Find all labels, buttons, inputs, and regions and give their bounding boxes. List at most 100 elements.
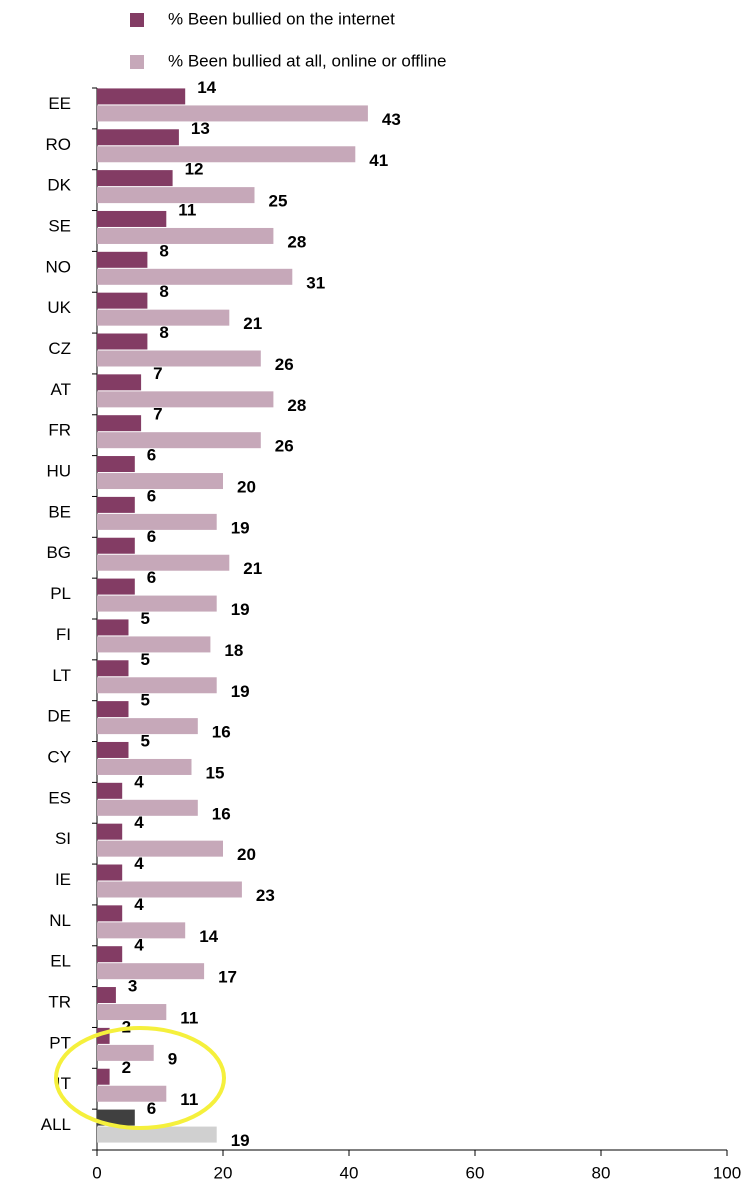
bar [97, 660, 129, 677]
bar [97, 922, 186, 939]
value-label: 11 [178, 200, 196, 219]
y-tick-label: SI [55, 829, 71, 848]
value-label: 2 [122, 1058, 131, 1077]
value-label: 4 [134, 772, 144, 791]
y-tick-label: NL [49, 911, 71, 930]
y-tick-label: TR [48, 993, 71, 1012]
y-tick-label: AT [51, 380, 71, 399]
bar [97, 718, 198, 735]
bar [97, 905, 123, 922]
value-label: 28 [287, 396, 306, 415]
bar [97, 946, 123, 963]
y-tick-label: FR [48, 421, 71, 440]
bar [97, 333, 148, 350]
bar [97, 799, 198, 816]
bar [97, 864, 123, 881]
bar [97, 1044, 154, 1061]
bar [97, 741, 129, 758]
bar [97, 210, 167, 227]
bar [97, 677, 217, 694]
bar [97, 595, 217, 612]
bar [97, 881, 242, 898]
y-tick-label: ALL [41, 1115, 71, 1134]
value-label: 5 [141, 609, 150, 628]
x-tick-label: 80 [592, 1163, 611, 1182]
value-label: 11 [180, 1090, 198, 1109]
y-tick-label: CY [47, 747, 71, 766]
value-label: 31 [306, 273, 325, 292]
value-label: 11 [180, 1009, 198, 1028]
value-label: 41 [369, 151, 388, 170]
value-label: 6 [147, 486, 156, 505]
value-label: 8 [159, 282, 168, 301]
value-label: 8 [159, 323, 168, 342]
bar [97, 350, 261, 367]
bar [97, 1085, 167, 1102]
legend-swatch [130, 55, 144, 69]
x-tick-label: 20 [214, 1163, 233, 1182]
value-label: 3 [128, 977, 137, 996]
y-tick-label: DE [47, 707, 71, 726]
bar [97, 227, 274, 244]
value-label: 5 [141, 731, 150, 750]
y-tick-label: RO [46, 135, 72, 154]
value-label: 6 [147, 527, 156, 546]
value-label: 12 [185, 160, 204, 179]
x-tick-label: 60 [466, 1163, 485, 1182]
value-label: 5 [141, 650, 150, 669]
bar [97, 823, 123, 840]
value-label: 18 [224, 641, 243, 660]
bar [97, 456, 135, 473]
y-tick-label: PT [49, 1033, 71, 1052]
value-label: 7 [153, 405, 162, 424]
bar [97, 496, 135, 513]
value-label: 28 [287, 232, 306, 251]
bar [97, 1004, 167, 1021]
bar [97, 537, 135, 554]
bar [97, 758, 192, 775]
value-label: 15 [206, 763, 225, 782]
bar [97, 292, 148, 309]
legend-label: % Been bullied on the internet [168, 9, 395, 28]
bar [97, 1109, 135, 1126]
value-label: 4 [134, 936, 144, 955]
value-label: 5 [141, 691, 150, 710]
value-label: 6 [147, 1099, 156, 1118]
y-tick-label: FI [56, 625, 71, 644]
value-label: 43 [382, 110, 401, 129]
value-label: 19 [231, 1131, 250, 1150]
bar [97, 187, 255, 204]
value-label: 16 [212, 804, 231, 823]
highlight-ellipse [54, 1026, 226, 1130]
value-label: 14 [197, 78, 216, 97]
bar [97, 578, 135, 595]
legend-label: % Been bullied at all, online or offline [168, 51, 446, 70]
value-label: 20 [237, 845, 256, 864]
bar [97, 251, 148, 268]
value-label: 8 [159, 241, 168, 260]
value-label: 19 [231, 518, 250, 537]
value-label: 17 [218, 968, 237, 987]
y-tick-label: UK [47, 298, 71, 317]
y-tick-label: PL [50, 584, 71, 603]
value-label: 7 [153, 364, 162, 383]
value-label: 26 [275, 355, 294, 374]
y-tick-label: DK [47, 176, 71, 195]
y-tick-label: EL [50, 952, 71, 971]
value-label: 19 [231, 682, 250, 701]
legend-swatch [130, 13, 144, 27]
y-tick-label: CZ [48, 339, 71, 358]
value-label: 21 [243, 314, 262, 333]
y-tick-label: BE [48, 502, 71, 521]
bar [97, 374, 142, 391]
value-label: 13 [191, 119, 210, 138]
bar [97, 473, 223, 490]
bar [97, 170, 173, 187]
value-label: 6 [147, 446, 156, 465]
bar [97, 129, 179, 146]
bar [97, 432, 261, 449]
value-label: 6 [147, 568, 156, 587]
bar [97, 88, 186, 105]
value-label: 25 [269, 192, 288, 211]
